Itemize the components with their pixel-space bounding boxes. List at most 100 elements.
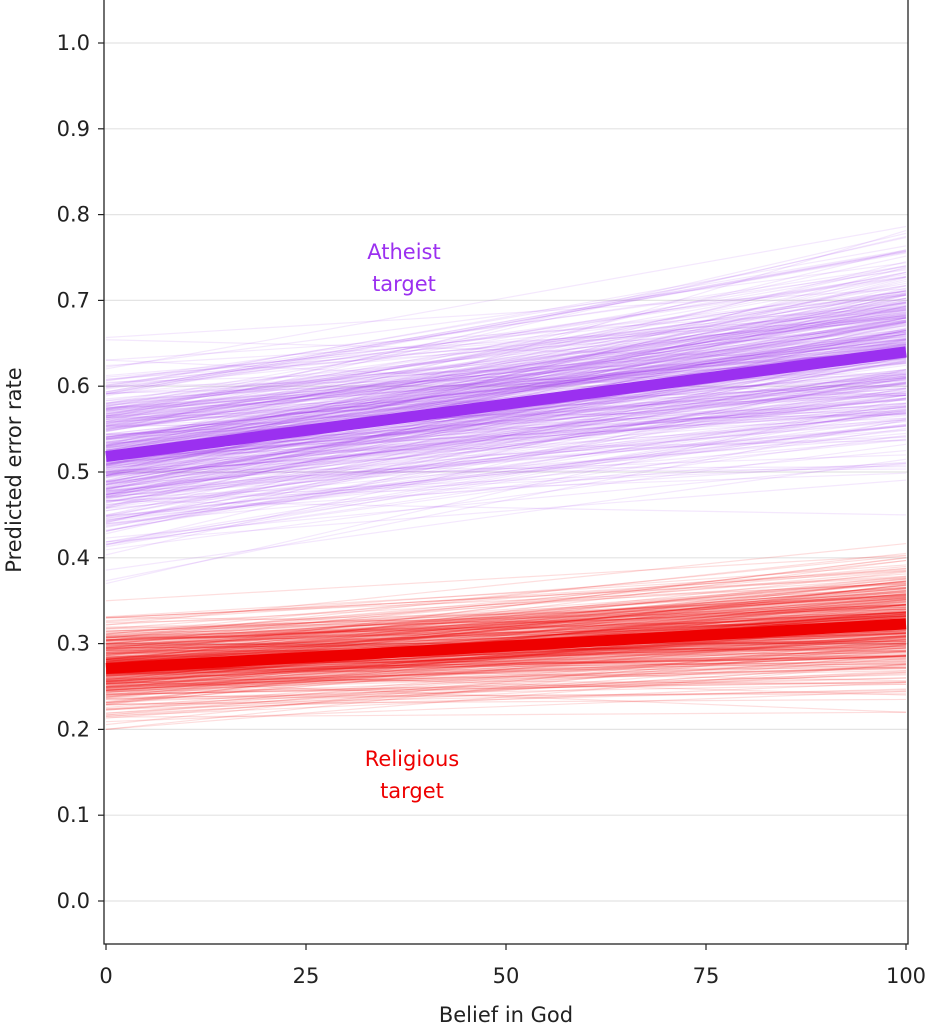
posterior-draw-line	[105, 320, 907, 451]
posterior-draw-line	[105, 661, 907, 693]
posterior-draw-line	[105, 284, 907, 410]
posterior-draw-line	[105, 711, 907, 718]
posterior-draw-line	[105, 297, 907, 429]
posterior-draw-line	[105, 636, 907, 691]
posterior-draw-line	[105, 577, 907, 635]
posterior-draw-line	[105, 338, 907, 438]
posterior-draw-line	[105, 651, 907, 676]
posterior-draw-line	[105, 420, 907, 543]
posterior-draw-line	[105, 582, 907, 641]
posterior-draw-line	[105, 394, 907, 519]
posterior-draw-line	[105, 322, 907, 452]
posterior-draw-line	[105, 373, 907, 495]
posterior-draw-line	[105, 418, 907, 582]
posterior-draw-line	[105, 609, 907, 698]
posterior-draw-line	[105, 264, 907, 446]
posterior-draw-line	[105, 273, 907, 395]
x-tick-label: 75	[693, 964, 720, 988]
posterior-draw-line	[105, 409, 907, 528]
posterior-draw-line	[105, 250, 907, 393]
posterior-draw-line	[105, 346, 907, 446]
posterior-draw-line	[105, 388, 907, 506]
posterior-draw-line	[105, 680, 907, 713]
posterior-draw-line	[105, 586, 907, 651]
posterior-draw-line	[105, 265, 907, 386]
posterior-draw-line	[105, 316, 907, 406]
posterior-draw-line	[105, 644, 907, 711]
posterior-draw-line	[105, 330, 907, 490]
posterior-draw-line	[105, 642, 907, 685]
posterior-draw-line	[105, 261, 907, 460]
posterior-draw-line	[105, 331, 907, 451]
posterior-draw-line	[105, 681, 907, 695]
posterior-draw-line	[105, 398, 907, 475]
posterior-draw-line	[105, 632, 907, 675]
posterior-draw-line	[105, 381, 907, 490]
posterior-draw-line	[105, 552, 907, 639]
posterior-draw-line	[105, 376, 907, 465]
posterior-draw-line	[105, 604, 907, 652]
posterior-draw-line	[105, 432, 907, 506]
posterior-draw-line	[105, 589, 907, 665]
posterior-draw-line	[105, 315, 907, 474]
x-tick-label: 0	[99, 964, 112, 988]
posterior-draw-line	[105, 598, 907, 662]
posterior-draw-line	[105, 650, 907, 672]
posterior-draw-line	[105, 690, 907, 723]
posterior-draw-line	[105, 647, 907, 692]
posterior-draw-line	[105, 629, 907, 677]
posterior-draw-line	[105, 357, 907, 482]
posterior-draw-line	[105, 330, 907, 447]
posterior-draw-line	[105, 394, 907, 427]
posterior-draw-line	[105, 653, 907, 677]
posterior-draw-line	[105, 262, 907, 368]
posterior-draw-line	[105, 320, 907, 471]
posterior-draw-line	[105, 403, 907, 478]
posterior-draw-line	[105, 434, 907, 545]
posterior-draw-line	[105, 321, 907, 417]
posterior-draw-line	[105, 596, 907, 641]
posterior-draw-line	[105, 429, 907, 492]
posterior-draw-line	[105, 411, 907, 502]
posterior-draw-line	[105, 397, 907, 585]
posterior-draw-line	[105, 358, 907, 467]
posterior-draw-line	[105, 654, 907, 692]
x-axis-title: Belief in God	[439, 1003, 573, 1027]
posterior-draw-line	[105, 564, 907, 622]
posterior-draw-line	[105, 590, 907, 659]
posterior-draw-line	[105, 655, 907, 714]
posterior-draw-line	[105, 329, 907, 508]
posterior-draw-line	[105, 373, 907, 462]
posterior-draw-line	[105, 604, 907, 624]
posterior-draw-line	[105, 655, 907, 684]
posterior-draw-line	[105, 631, 907, 675]
posterior-draw-line	[105, 606, 907, 643]
posterior-draw-line	[105, 397, 907, 459]
posterior-draw-line	[105, 613, 907, 663]
posterior-draw-line	[105, 663, 907, 718]
posterior-draw-line	[105, 443, 907, 551]
posterior-draw-line	[105, 299, 907, 491]
posterior-draw-line	[105, 362, 907, 464]
posterior-draw-line	[105, 615, 907, 629]
posterior-draw-line	[105, 421, 907, 488]
posterior-draw-line	[105, 655, 907, 672]
posterior-draw-line	[105, 626, 907, 688]
posterior-draw-line	[105, 236, 907, 417]
posterior-draw-line	[105, 387, 907, 440]
posterior-draw-line	[105, 339, 907, 438]
posterior-draw-line	[105, 688, 907, 710]
posterior-draw-line	[105, 630, 907, 680]
posterior-draw-line	[105, 289, 907, 463]
posterior-draw-line	[105, 303, 907, 405]
posterior-draw-line	[105, 618, 907, 645]
posterior-draw-line	[105, 343, 907, 395]
posterior-draw-line	[105, 374, 907, 394]
posterior-draw-line	[105, 606, 907, 641]
posterior-draw-line	[105, 423, 907, 519]
posterior-draw-line	[105, 661, 907, 672]
posterior-draw-line	[105, 308, 907, 452]
posterior-draw-line	[105, 576, 907, 619]
posterior-draw-line	[105, 315, 907, 421]
posterior-draw-line	[105, 617, 907, 637]
